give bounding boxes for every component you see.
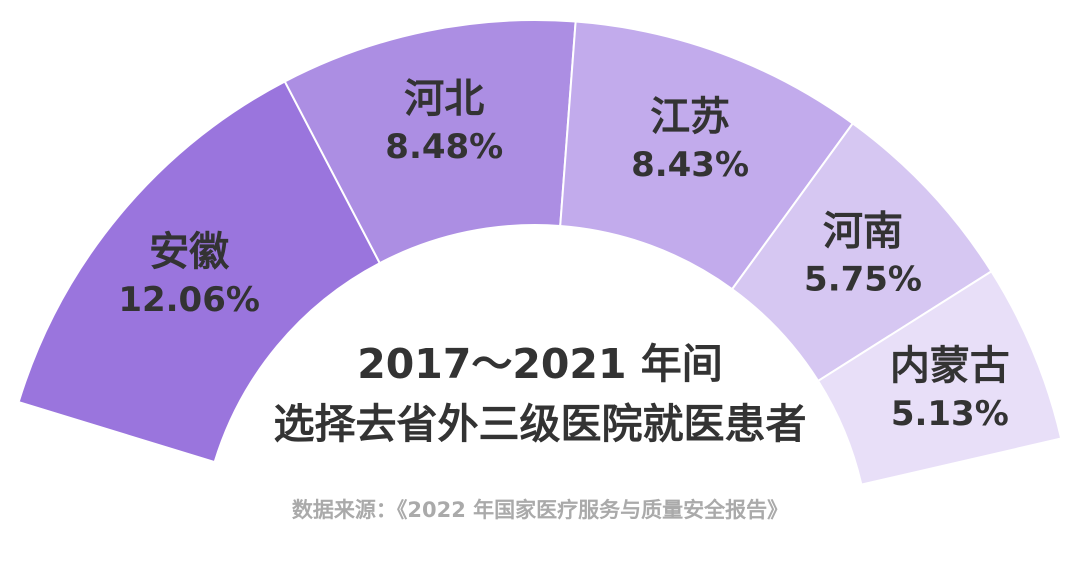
slice-value-2: 8.43% <box>631 145 749 185</box>
chart-title-line1: 2017～2021 年间 <box>357 340 723 388</box>
slice-value-4: 5.13% <box>891 394 1009 434</box>
slice-label-2: 江苏 <box>650 94 730 140</box>
slice-label-1: 河北 <box>404 76 484 122</box>
slice-label-0: 安徽 <box>149 229 230 275</box>
slice-value-1: 8.48% <box>385 127 503 167</box>
slice-label-4: 内蒙古 <box>890 343 1010 389</box>
slice-value-0: 12.06% <box>118 280 260 320</box>
data-source-note: 数据来源：《2022 年国家医疗服务与质量安全报告》 <box>291 498 789 522</box>
slice-label-3: 河南 <box>823 209 903 255</box>
slice-0 <box>17 80 382 464</box>
slice-4 <box>816 269 1063 486</box>
slice-value-3: 5.75% <box>804 260 922 300</box>
chart-title-line2: 选择去省外三级医院就医患者 <box>273 400 807 448</box>
